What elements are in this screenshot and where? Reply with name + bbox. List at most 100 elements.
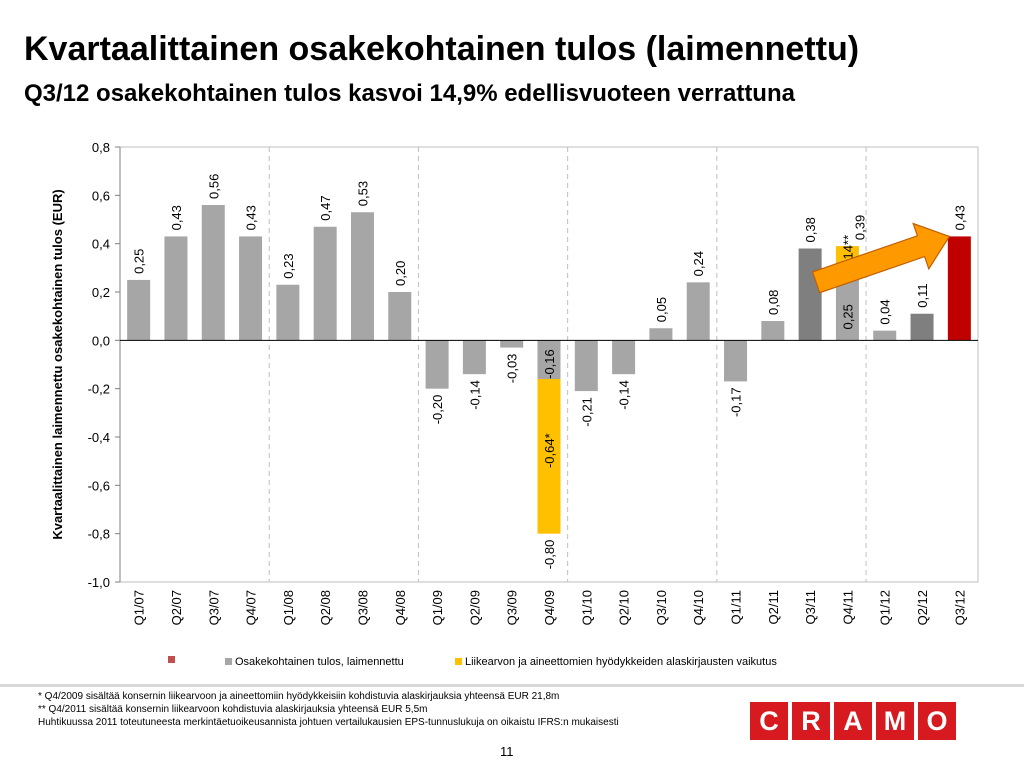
- bar-eps: [574, 340, 598, 392]
- x-tick-label: Q3/08: [355, 590, 370, 625]
- x-tick-label: Q3/07: [206, 590, 221, 625]
- legend-swatch: [455, 658, 462, 665]
- data-label: 0,43: [169, 205, 184, 230]
- data-label: 0,04: [878, 299, 893, 324]
- y-tick-label: -1,0: [88, 575, 110, 590]
- data-label: 0,23: [281, 253, 296, 278]
- x-tick-label: Q2/09: [467, 590, 482, 625]
- bar-eps: [388, 292, 412, 341]
- logo-letter: O: [918, 702, 956, 740]
- legend-label: Osakekohtainen tulos, laimennettu: [235, 656, 404, 668]
- data-label: 0,25: [132, 249, 147, 274]
- bar-eps: [201, 205, 225, 341]
- data-label: 0,56: [206, 174, 221, 199]
- x-tick-label: Q1/10: [579, 590, 594, 625]
- page-number: 11: [500, 744, 514, 759]
- x-tick-label: Q4/11: [840, 590, 855, 624]
- data-label: -0,21: [579, 397, 594, 427]
- eps-bar-chart: 0,8 0,6 0,4 0,2 0,0 -0,2 -0,4 -0,6 -0,8 -1,0 Kvart…: [50, 140, 979, 668]
- data-label-total: -0,80: [542, 540, 557, 570]
- bar-eps: [537, 340, 561, 379]
- data-label: 0,47: [318, 195, 333, 220]
- bar-eps: [761, 321, 785, 341]
- logo-letter: M: [876, 702, 914, 740]
- data-label-total: 0,39: [852, 215, 867, 240]
- bar-eps: [313, 226, 337, 341]
- trend-arrow: [811, 222, 951, 294]
- logo-letter: C: [750, 702, 788, 740]
- bar-eps: [127, 279, 151, 341]
- bar-eps: [873, 330, 897, 341]
- x-tick-label: Q3/09: [505, 590, 520, 625]
- bar-eps: [835, 279, 859, 341]
- x-tick-label: Q4/07: [244, 590, 259, 625]
- bar-eps: [724, 340, 748, 382]
- x-tick-label: Q2/12: [915, 590, 930, 625]
- data-label: 0,05: [654, 297, 669, 322]
- data-label: 0,24: [691, 251, 706, 276]
- data-label: 0,11: [915, 283, 930, 307]
- x-tick-label: Q2/10: [617, 590, 632, 625]
- data-label: -0,16: [542, 349, 557, 379]
- x-tick-label: Q4/09: [542, 590, 557, 625]
- logo-letter: R: [792, 702, 830, 740]
- data-label: -0,14: [617, 380, 632, 410]
- x-tick-label: Q2/07: [169, 590, 184, 625]
- x-tick-label: Q3/12: [952, 590, 967, 625]
- legend-label: Liikearvon ja aineettomien hyödykkeiden …: [465, 656, 777, 668]
- y-tick-label: -0,8: [88, 527, 110, 542]
- x-tick-label: Q1/11: [729, 590, 744, 624]
- cramo-logo: C R A M O: [750, 702, 956, 740]
- bar-eps: [164, 236, 188, 341]
- data-label: 0,20: [393, 261, 408, 286]
- bar-eps: [910, 313, 934, 341]
- legend-swatch: [225, 658, 232, 665]
- x-tick-label: Q1/07: [132, 590, 147, 625]
- x-tick-label: Q4/08: [393, 590, 408, 625]
- data-label: 0,38: [803, 217, 818, 242]
- x-tick-label: Q3/11: [803, 590, 818, 624]
- bar-eps: [462, 340, 486, 375]
- bar-eps: [947, 236, 971, 341]
- x-tick-label: Q1/09: [430, 590, 445, 625]
- data-label: 0,43: [244, 205, 259, 230]
- y-tick-label: -0,2: [88, 382, 110, 397]
- x-tick-label: Q1/08: [281, 590, 296, 625]
- x-tick-label: Q2/08: [318, 590, 333, 625]
- x-tick-label: Q1/12: [878, 590, 893, 625]
- bar-eps: [350, 212, 374, 341]
- footnote-2: ** Q4/2011 sisältää konsernin liikearvoo…: [38, 704, 428, 715]
- legend-marker: [168, 656, 175, 663]
- data-label: -0,03: [505, 354, 520, 384]
- bar-eps: [649, 328, 673, 341]
- bar-eps: [500, 340, 524, 348]
- y-tick-label: -0,6: [88, 478, 110, 493]
- y-tick-label: 0,2: [92, 285, 110, 300]
- data-label: -0,20: [430, 395, 445, 425]
- bar-eps: [239, 236, 263, 341]
- bar-eps: [425, 340, 449, 389]
- bar-eps: [798, 248, 822, 341]
- bar-eps: [686, 282, 710, 341]
- footer-divider: [0, 684, 1024, 687]
- x-tick-label: Q3/10: [654, 590, 669, 625]
- x-tick-label: Q4/10: [691, 590, 706, 625]
- data-label: 0,53: [355, 181, 370, 206]
- data-label: -0,14: [467, 380, 482, 410]
- y-tick-label: -0,4: [88, 430, 110, 445]
- y-tick-label: 0,8: [92, 140, 110, 155]
- bar-impairment: [537, 379, 561, 534]
- y-tick-label: 0,6: [92, 188, 110, 203]
- y-tick-label: 0,0: [92, 333, 110, 348]
- y-tick-label: 0,4: [92, 237, 110, 252]
- page-subtitle: Q3/12 osakekohtainen tulos kasvoi 14,9% …: [24, 80, 795, 107]
- footnotes: * Q4/2009 sisältää konsernin liikearvoon…: [38, 690, 619, 729]
- data-label: 0,43: [952, 205, 967, 230]
- page-title: Kvartaalittainen osakekohtainen tulos (l…: [24, 30, 860, 68]
- data-label-impairment: -0,64*: [542, 433, 557, 468]
- y-axis-title: Kvartaalittainen laimennettu osakekohtai…: [50, 189, 65, 539]
- footnote-1: * Q4/2009 sisältää konsernin liikearvoon…: [38, 691, 560, 702]
- logo-letter: A: [834, 702, 872, 740]
- data-label: 0,25: [840, 304, 855, 329]
- data-label: -0,17: [729, 387, 744, 417]
